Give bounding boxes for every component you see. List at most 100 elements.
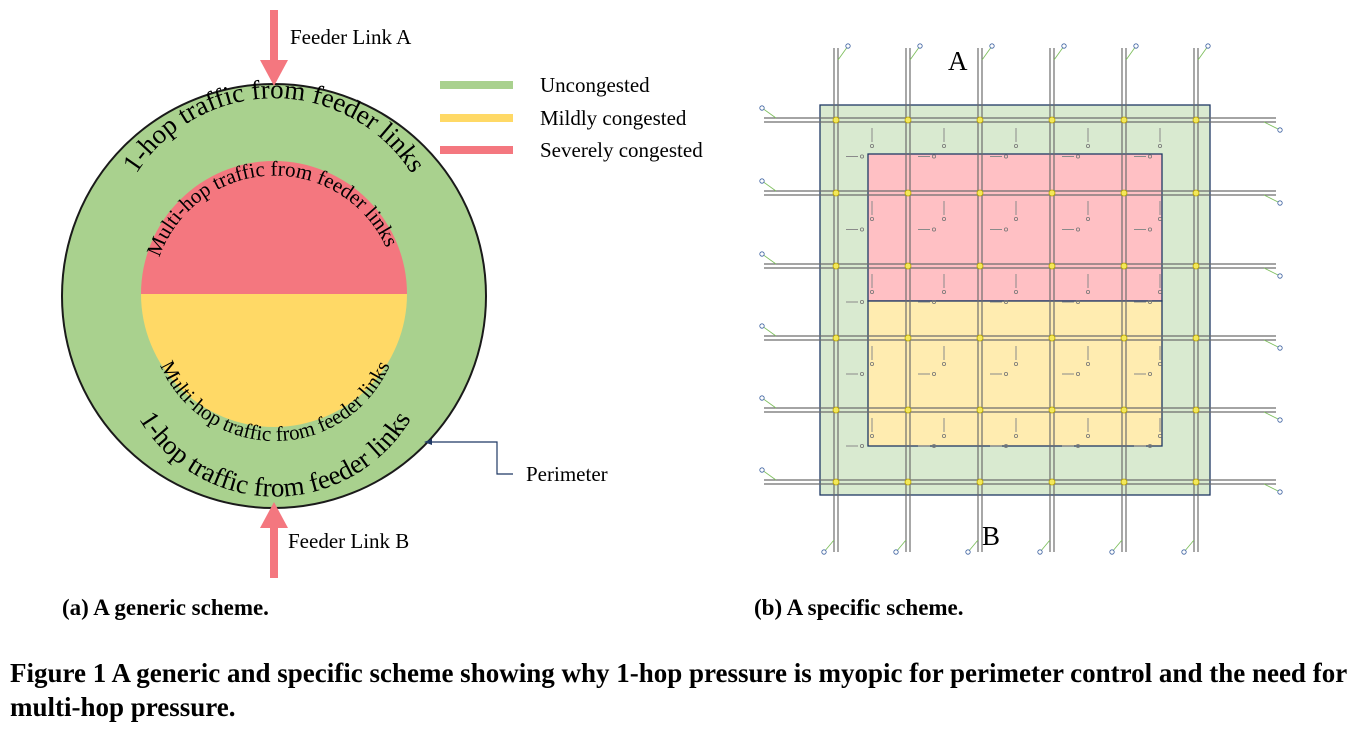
- detector: [1147, 443, 1152, 448]
- intersection: [1048, 334, 1056, 342]
- intersection: [976, 406, 984, 414]
- feeder-node: [759, 105, 765, 111]
- detector: [1013, 433, 1018, 438]
- detector: [1157, 143, 1162, 148]
- feeder-link-a-arrow: [260, 10, 288, 86]
- feeder-link: [823, 539, 835, 553]
- intersection: [976, 478, 984, 486]
- detector: [931, 154, 936, 159]
- feeder-link: [967, 539, 979, 553]
- figure-caption: Figure 1 A generic and specific scheme s…: [10, 658, 1347, 722]
- detector: [1147, 154, 1152, 159]
- feeder-link: [1263, 339, 1281, 349]
- feeder-link-b-label: Feeder Link B: [288, 529, 409, 553]
- feeder-link: [1263, 483, 1281, 493]
- detector: [860, 371, 865, 376]
- feeder-node: [989, 43, 995, 49]
- feeder-link: [761, 180, 777, 192]
- intersection: [976, 116, 984, 124]
- legend-swatch-mild: [440, 114, 513, 122]
- intersection: [1048, 478, 1056, 486]
- detector: [1075, 371, 1080, 376]
- intersection: [832, 478, 840, 486]
- feeder-link: [981, 45, 993, 61]
- feeder-link: [761, 397, 777, 409]
- intersection: [1120, 189, 1128, 197]
- feeder-node: [1181, 549, 1187, 555]
- specific-scheme-network: A B: [759, 43, 1283, 555]
- feeder-node: [759, 395, 765, 401]
- intersection: [1048, 189, 1056, 197]
- feeder-node: [893, 549, 899, 555]
- legend-label-severe: Severely congested: [540, 138, 703, 162]
- intersection: [976, 262, 984, 270]
- intersection: [1192, 478, 1200, 486]
- feeder-node: [1037, 549, 1043, 555]
- detector: [869, 433, 874, 438]
- intersection: [1048, 262, 1056, 270]
- intersection: [904, 406, 912, 414]
- legend-label-uncongested: Uncongested: [540, 73, 650, 97]
- intersection: [832, 116, 840, 124]
- label-a: A: [948, 46, 968, 76]
- feeder-link: [895, 539, 907, 553]
- feeder-link: [1263, 121, 1281, 131]
- feeder-link: [1039, 539, 1051, 553]
- detector: [931, 299, 936, 304]
- intersection: [1120, 334, 1128, 342]
- feeder-link: [1053, 45, 1065, 61]
- feeder-link: [761, 107, 777, 119]
- intersection: [1048, 116, 1056, 124]
- detector: [931, 443, 936, 448]
- detector: [1013, 289, 1018, 294]
- feeder-link: [1183, 539, 1195, 553]
- detector: [860, 299, 865, 304]
- detector: [1003, 154, 1008, 159]
- detector: [931, 227, 936, 232]
- detector: [1157, 433, 1162, 438]
- detector: [1003, 371, 1008, 376]
- feeder-node: [759, 251, 765, 257]
- detector: [1003, 443, 1008, 448]
- intersection: [1192, 334, 1200, 342]
- intersection: [976, 334, 984, 342]
- feeder-node: [1277, 273, 1283, 279]
- intersection: [1192, 116, 1200, 124]
- detector: [1085, 216, 1090, 221]
- intersection: [904, 334, 912, 342]
- feeder-link: [1197, 45, 1209, 61]
- intersection: [1192, 406, 1200, 414]
- detector: [869, 361, 874, 366]
- intersection: [904, 478, 912, 486]
- detector: [941, 433, 946, 438]
- detector: [1003, 299, 1008, 304]
- intersection: [832, 189, 840, 197]
- detector: [1075, 227, 1080, 232]
- detector: [1085, 361, 1090, 366]
- intersection: [1120, 116, 1128, 124]
- feeder-link: [1263, 267, 1281, 277]
- intersection: [1120, 262, 1128, 270]
- feeder-node: [1277, 345, 1283, 351]
- feeder-node: [1277, 127, 1283, 133]
- detector: [860, 443, 865, 448]
- feeder-link: [761, 325, 777, 337]
- detector: [941, 289, 946, 294]
- detector: [941, 216, 946, 221]
- intersection: [1192, 262, 1200, 270]
- feeder-node: [759, 178, 765, 184]
- feeder-node: [845, 43, 851, 49]
- feeder-link: [761, 469, 777, 481]
- detector: [1085, 289, 1090, 294]
- feeder-node: [759, 323, 765, 329]
- feeder-node: [1277, 417, 1283, 423]
- feeder-node: [759, 467, 765, 473]
- detector: [1147, 227, 1152, 232]
- feeder-link: [909, 45, 921, 61]
- detector: [941, 143, 946, 148]
- detector: [1013, 216, 1018, 221]
- detector: [931, 371, 936, 376]
- intersection: [832, 406, 840, 414]
- detector: [1147, 299, 1152, 304]
- feeder-link-a-label: Feeder Link A: [290, 25, 412, 49]
